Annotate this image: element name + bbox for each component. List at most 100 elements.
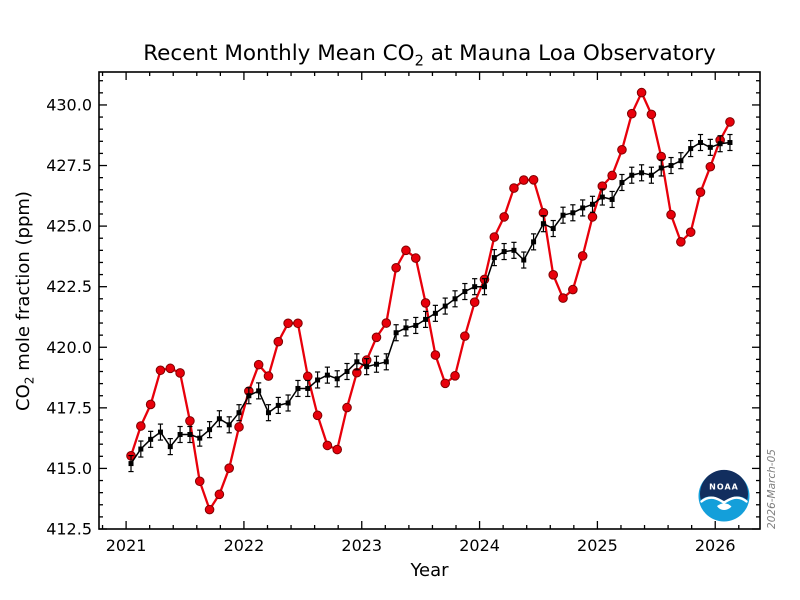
data-point-square	[452, 296, 458, 302]
data-point-square	[197, 435, 203, 441]
data-point-square	[128, 461, 134, 467]
data-point-square	[727, 140, 733, 146]
data-point-circle	[283, 318, 293, 329]
noaa-logo: NOAA	[698, 469, 750, 522]
data-point-square	[668, 163, 674, 169]
data-point-circle	[204, 504, 215, 515]
data-point-square	[462, 289, 468, 295]
data-point-circle	[165, 363, 176, 374]
data-point-square	[550, 226, 556, 232]
data-point-square	[599, 194, 605, 200]
data-point-circle	[430, 350, 441, 360]
data-point-circle	[185, 416, 195, 426]
data-point-square	[383, 359, 389, 365]
data-point-square	[658, 165, 664, 171]
data-point-circle	[440, 378, 451, 389]
data-point-circle	[705, 161, 716, 172]
data-point-circle	[607, 170, 617, 181]
noaa-logo-sky	[700, 469, 748, 501]
y-tick-label: 422.5	[46, 277, 92, 296]
x-tick-label: 2024	[459, 536, 500, 555]
data-point-square	[295, 385, 301, 391]
data-point-circle	[725, 117, 735, 127]
data-point-circle	[302, 371, 313, 382]
data-point-circle	[136, 421, 146, 431]
y-tick-label: 427.5	[46, 156, 92, 175]
data-point-square	[393, 330, 399, 336]
data-point-square	[324, 372, 330, 378]
data-point-circle	[518, 175, 529, 185]
data-point-square	[648, 172, 654, 178]
data-point-square	[589, 201, 595, 207]
data-point-square	[403, 325, 409, 331]
data-point-circle	[460, 331, 470, 341]
data-point-square	[531, 239, 537, 245]
data-point-circle	[666, 209, 676, 220]
y-tick-label: 412.5	[46, 520, 92, 539]
data-point-square	[511, 247, 517, 253]
data-point-square	[167, 444, 173, 450]
noaa-logo-text: NOAA	[709, 483, 739, 492]
data-point-circle	[636, 87, 647, 98]
series-line	[129, 91, 732, 511]
data-point-square	[698, 140, 704, 146]
data-point-square	[442, 303, 448, 309]
data-point-square	[187, 431, 193, 437]
data-point-circle	[577, 251, 588, 261]
data-point-circle	[371, 332, 382, 343]
data-point-circle	[548, 270, 559, 280]
data-point-circle	[489, 232, 500, 242]
data-point-circle	[528, 175, 539, 185]
data-point-square	[678, 158, 684, 164]
data-point-square	[157, 429, 163, 435]
data-point-square	[265, 410, 271, 416]
data-point-square	[717, 141, 723, 147]
y-tick-label: 415.0	[46, 459, 92, 478]
data-point-square	[246, 393, 252, 399]
data-point-square	[275, 402, 281, 408]
page-title: Recent Monthly Mean CO2 at Mauna Loa Obs…	[143, 41, 716, 70]
data-point-circle	[685, 227, 696, 237]
data-point-circle	[420, 298, 431, 308]
data-point-square	[491, 255, 497, 261]
data-point-square	[423, 316, 429, 322]
x-tick-label: 2023	[341, 536, 382, 555]
data-point-circle	[391, 262, 401, 273]
y-axis-label: CO2 mole fraction (ppm)	[13, 191, 37, 411]
data-point-circle	[312, 410, 323, 421]
data-point-square	[413, 322, 419, 328]
x-tick-label: 2022	[224, 536, 265, 555]
data-point-circle	[626, 108, 637, 119]
data-point-square	[560, 212, 566, 218]
data-point-circle	[381, 318, 392, 328]
data-point-circle	[214, 489, 225, 500]
plot-frame	[98, 71, 761, 530]
data-point-circle	[253, 359, 264, 370]
data-point-square	[207, 427, 213, 433]
tick-labels: 2021 2022 2023 2024 2025 2026 412.5 415.0 417.5 4…	[46, 95, 735, 555]
y-tick-label: 420.0	[46, 338, 92, 357]
data-point-square	[364, 364, 370, 370]
data-point-square	[609, 196, 615, 202]
data-point-circle	[568, 284, 578, 295]
y-tick-label: 430.0	[46, 95, 92, 114]
data-point-square	[580, 205, 586, 211]
noaa-gull-body-icon	[717, 503, 732, 511]
data-point-circle	[332, 444, 343, 455]
data-point-square	[521, 257, 527, 263]
data-point-square	[177, 431, 183, 437]
data-point-square	[236, 410, 242, 416]
data-point-circle	[224, 463, 235, 473]
data-point-square	[334, 376, 340, 382]
series-line	[130, 141, 731, 465]
data-point-square	[629, 172, 635, 178]
data-point-circle	[695, 187, 706, 197]
data-point-square	[148, 436, 154, 442]
data-point-square	[315, 377, 321, 383]
data-point-circle	[617, 144, 627, 155]
data-point-circle	[499, 212, 509, 222]
y-tick-label: 425.0	[46, 217, 92, 236]
data-point-square	[216, 416, 222, 422]
noaa-gull-wings-icon	[700, 496, 748, 504]
